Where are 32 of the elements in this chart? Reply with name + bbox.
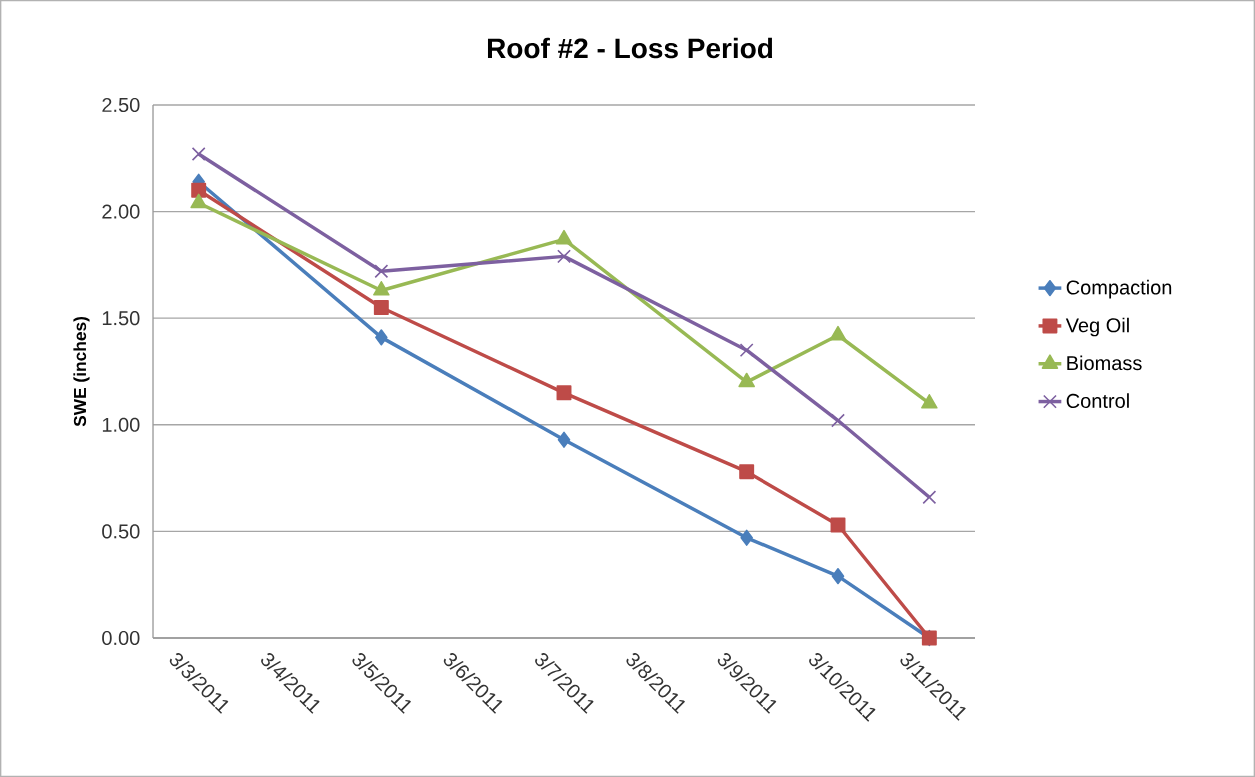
y-tick-label: 2.00 (102, 204, 140, 219)
point (829, 325, 847, 341)
point (557, 249, 571, 264)
legend-label: Compaction (1066, 279, 1172, 299)
point (739, 343, 754, 358)
point (557, 431, 571, 448)
chart-title: Roof #2 - Loss Period (487, 37, 773, 59)
point (190, 193, 207, 209)
point (738, 372, 755, 388)
y-tick-label: 0.00 (102, 630, 140, 646)
y-axis-title: SWE (inches) (73, 316, 90, 427)
point (191, 147, 206, 161)
point (831, 413, 845, 428)
point (373, 300, 389, 315)
legend-label: Biomass (1067, 355, 1142, 371)
legend-label: Veg Oil (1065, 317, 1129, 337)
point (555, 229, 573, 245)
point (740, 529, 753, 546)
point (374, 264, 389, 279)
y-tick-label: 1.50 (102, 311, 140, 326)
point (921, 394, 938, 409)
y-tick-label: 1.00 (102, 417, 140, 432)
point (922, 490, 937, 505)
point (831, 568, 845, 585)
y-tick-label: 0.50 (102, 524, 140, 539)
point (556, 385, 572, 401)
point (373, 281, 390, 296)
legend-label: Control (1066, 393, 1129, 409)
point (375, 329, 388, 346)
y-tick-label: 2.50 (102, 97, 140, 113)
point (191, 182, 207, 198)
point (739, 464, 755, 480)
